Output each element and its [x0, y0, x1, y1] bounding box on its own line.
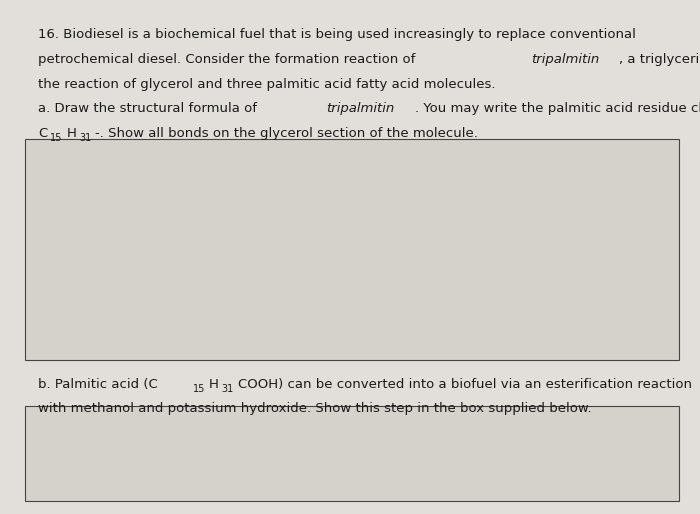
Text: 15: 15 [50, 133, 63, 143]
Text: the reaction of glycerol and three palmitic acid fatty acid molecules.: the reaction of glycerol and three palmi… [38, 78, 496, 90]
Text: 31: 31 [222, 384, 234, 394]
Text: 16. Biodiesel is a biochemical fuel that is being used increasingly to replace c: 16. Biodiesel is a biochemical fuel that… [38, 28, 636, 41]
Text: -. Show all bonds on the glycerol section of the molecule.: -. Show all bonds on the glycerol sectio… [95, 127, 478, 140]
Text: tripalmitin: tripalmitin [327, 102, 395, 115]
FancyBboxPatch shape [25, 139, 679, 360]
Text: 31: 31 [79, 133, 92, 143]
Text: H: H [66, 127, 76, 140]
Text: tripalmitin: tripalmitin [531, 53, 599, 66]
Text: H: H [209, 378, 219, 391]
Text: with methanol and potassium hydroxide. Show this step in the box supplied below.: with methanol and potassium hydroxide. S… [38, 402, 592, 415]
Text: a. Draw the structural formula of: a. Draw the structural formula of [38, 102, 262, 115]
Text: b. Palmitic acid (C: b. Palmitic acid (C [38, 378, 158, 391]
FancyBboxPatch shape [25, 406, 679, 501]
Text: C: C [38, 127, 48, 140]
Text: , a triglyceride formed by: , a triglyceride formed by [619, 53, 700, 66]
Text: 15: 15 [193, 384, 205, 394]
Text: petrochemical diesel. Consider the formation reaction of: petrochemical diesel. Consider the forma… [38, 53, 420, 66]
Text: COOH) can be converted into a biofuel via an esterification reaction: COOH) can be converted into a biofuel vi… [237, 378, 692, 391]
Text: . You may write the palmitic acid residue chain as: . You may write the palmitic acid residu… [414, 102, 700, 115]
